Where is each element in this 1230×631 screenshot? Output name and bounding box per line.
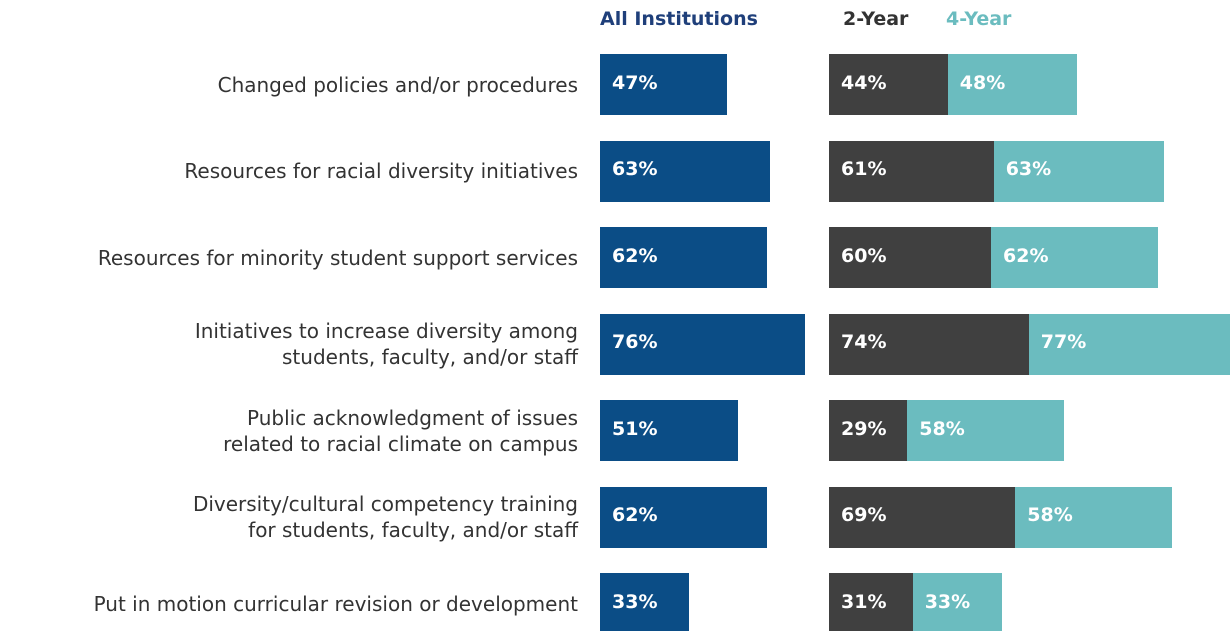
value-label: 61% <box>841 158 887 180</box>
value-label: 74% <box>841 331 887 353</box>
value-label: 62% <box>612 504 658 526</box>
bar <box>829 400 908 461</box>
category-label: Resources for minority student support s… <box>97 245 578 270</box>
value-label: 44% <box>841 71 887 94</box>
value-label: 60% <box>841 244 887 267</box>
bar <box>600 486 768 548</box>
value-label: 29% <box>841 417 887 440</box>
legend-label: 4-Year <box>946 8 1012 30</box>
bar <box>600 400 738 461</box>
value-label: 76% <box>612 331 658 353</box>
value-label: 62% <box>1003 244 1049 267</box>
bar <box>907 400 1064 461</box>
bar <box>1028 313 1230 375</box>
bar <box>600 313 806 375</box>
category-label: Put in motion curricular revision or dev… <box>93 591 578 616</box>
value-label: 33% <box>612 590 658 613</box>
bar <box>829 486 1016 548</box>
bar <box>829 140 994 202</box>
value-label: 62% <box>612 244 658 267</box>
bar <box>829 227 991 288</box>
value-label: 77% <box>1040 331 1087 353</box>
value-label: 63% <box>1005 158 1052 180</box>
value-label: 47% <box>612 71 658 94</box>
bar <box>829 54 948 115</box>
bar <box>829 573 913 631</box>
value-label: 31% <box>841 590 887 613</box>
value-label: 33% <box>924 590 971 613</box>
value-label: 69% <box>841 504 887 526</box>
bar <box>947 54 1078 115</box>
legend-label: 2-Year <box>843 8 909 30</box>
bar <box>829 313 1029 375</box>
bar <box>912 573 1002 631</box>
value-label: 48% <box>959 71 1006 94</box>
bar <box>1015 486 1172 548</box>
value-label: 58% <box>919 417 965 440</box>
bar <box>600 140 771 202</box>
value-label: 51% <box>612 417 658 440</box>
category-label: Resources for racial diversity initiativ… <box>184 159 578 183</box>
bar <box>600 227 768 288</box>
bar <box>600 573 690 631</box>
category-label: Public acknowledgment of issues related … <box>223 405 578 456</box>
value-label: 63% <box>612 158 658 180</box>
legend-label: All Institutions <box>600 8 758 30</box>
value-label: 58% <box>1027 504 1073 526</box>
category-label: Diversity/cultural competency training f… <box>192 492 578 542</box>
category-label: Changed policies and/or procedures <box>217 72 578 97</box>
category-label: Initiatives to increase diversity among … <box>194 319 578 369</box>
bar <box>991 227 1159 288</box>
bar <box>600 54 727 115</box>
bar <box>993 140 1164 202</box>
